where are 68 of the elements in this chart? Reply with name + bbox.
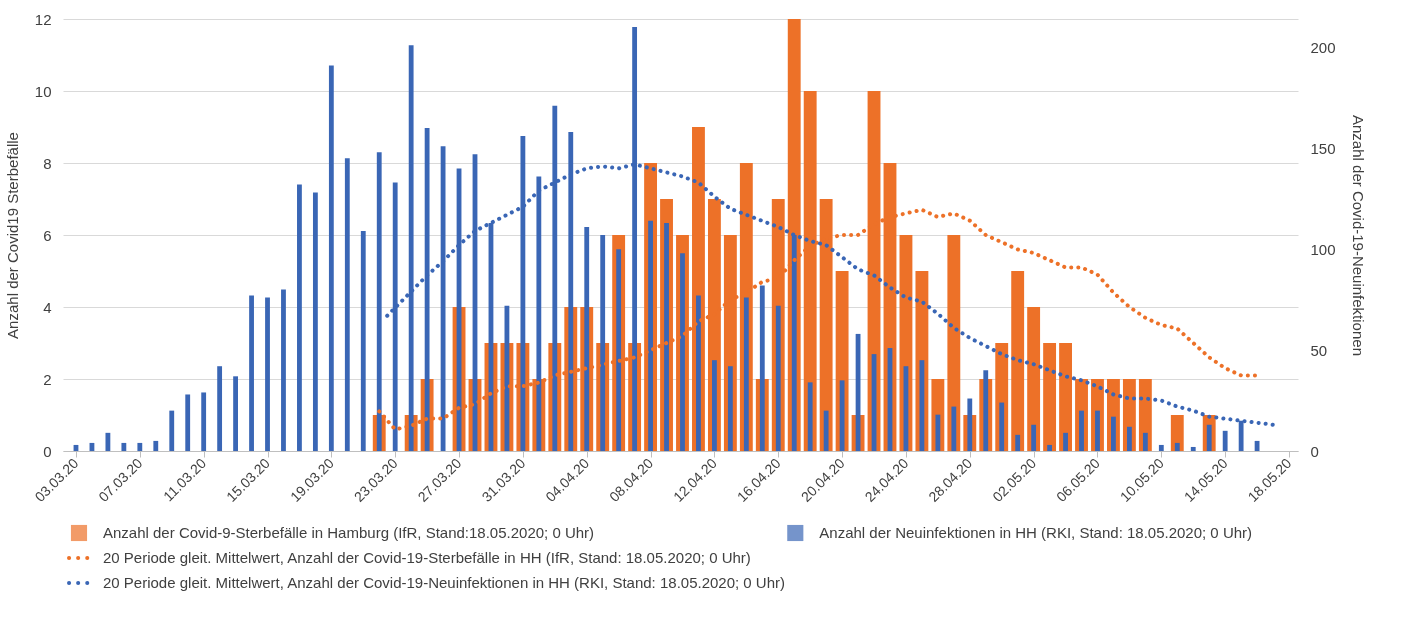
legend-label: Anzahl der Covid-9-Sterbefälle in Hamburg (IfR, Stand:18.05.2020; 0 Uhr) xyxy=(103,524,595,541)
legend-label: 20 Periode gleit. Mittelwert, Anzahl der Covid-19-Neuinfektionen in HH (RKI, Stand: 18.05.2020; 0 Uhr) xyxy=(103,574,786,591)
bar xyxy=(947,235,961,451)
bar xyxy=(999,402,1005,451)
bar xyxy=(1015,434,1021,451)
bar xyxy=(712,360,717,451)
y-tick-label: 2 xyxy=(43,370,52,388)
y2-tick-label: 150 xyxy=(1310,139,1336,157)
bar xyxy=(105,432,111,451)
bar xyxy=(281,289,286,451)
y-tick-label: 6 xyxy=(43,226,52,244)
bar xyxy=(807,382,813,451)
bar xyxy=(823,410,829,451)
bar xyxy=(935,414,941,451)
bar xyxy=(1174,442,1180,451)
bar xyxy=(1011,271,1025,451)
bar xyxy=(249,295,254,451)
bar xyxy=(919,360,925,451)
bar xyxy=(1079,410,1084,451)
bar xyxy=(201,392,207,451)
bar xyxy=(696,295,701,451)
bar xyxy=(1254,440,1260,451)
bar xyxy=(1063,432,1068,451)
bar xyxy=(1111,416,1116,451)
bar xyxy=(185,394,191,451)
y2-tick-label: 0 xyxy=(1310,442,1319,460)
y2-tick-label: 200 xyxy=(1310,38,1336,56)
bar xyxy=(1158,444,1164,451)
bar xyxy=(153,440,159,451)
bar xyxy=(312,192,318,451)
y-tick-label: 4 xyxy=(43,298,52,316)
y-tick-label: 0 xyxy=(43,442,52,460)
legend-label: 20 Periode gleit. Mittelwert, Anzahl der Covid-19-Sterbefälle in HH (IfR, Stand: 18.05.2020; 0 Uhr) xyxy=(103,549,751,566)
y-tick-label: 12 xyxy=(34,10,52,28)
bar xyxy=(169,410,175,451)
bar xyxy=(1047,444,1053,451)
y2-tick-label: 100 xyxy=(1310,240,1336,258)
bar xyxy=(265,297,270,451)
bar xyxy=(1126,426,1132,451)
bar xyxy=(328,65,334,451)
bar xyxy=(1190,446,1196,451)
bar xyxy=(297,184,302,451)
bar xyxy=(1031,424,1037,451)
bar xyxy=(1206,424,1212,451)
y-tick-label: 10 xyxy=(34,82,52,100)
bar xyxy=(137,442,143,451)
legend-label: Anzahl der Neuinfektionen in HH (RKI, Stand: 18.05.2020; 0 Uhr) xyxy=(819,524,1253,541)
bar xyxy=(839,380,845,451)
bar xyxy=(233,376,238,451)
bar xyxy=(1043,343,1057,451)
y2-axis-title: Anzahl der Covid-19-Neuinfektionen xyxy=(1349,115,1367,356)
y2-tick-label: 50 xyxy=(1310,341,1328,359)
bar xyxy=(217,366,223,451)
bar xyxy=(360,230,366,451)
bar xyxy=(1142,432,1148,451)
y-tick-label: 8 xyxy=(43,154,52,172)
bar xyxy=(344,158,350,451)
bar xyxy=(775,305,781,451)
bar xyxy=(1222,430,1228,451)
bar xyxy=(1027,307,1041,451)
bar xyxy=(743,297,749,451)
bar xyxy=(1095,410,1100,451)
y-axis-title: Anzahl der Covid19 Sterbefälle xyxy=(3,132,21,339)
bar xyxy=(951,406,957,451)
bar xyxy=(727,366,733,451)
bar xyxy=(1170,415,1184,451)
bar xyxy=(121,442,127,451)
bar xyxy=(1059,343,1072,451)
